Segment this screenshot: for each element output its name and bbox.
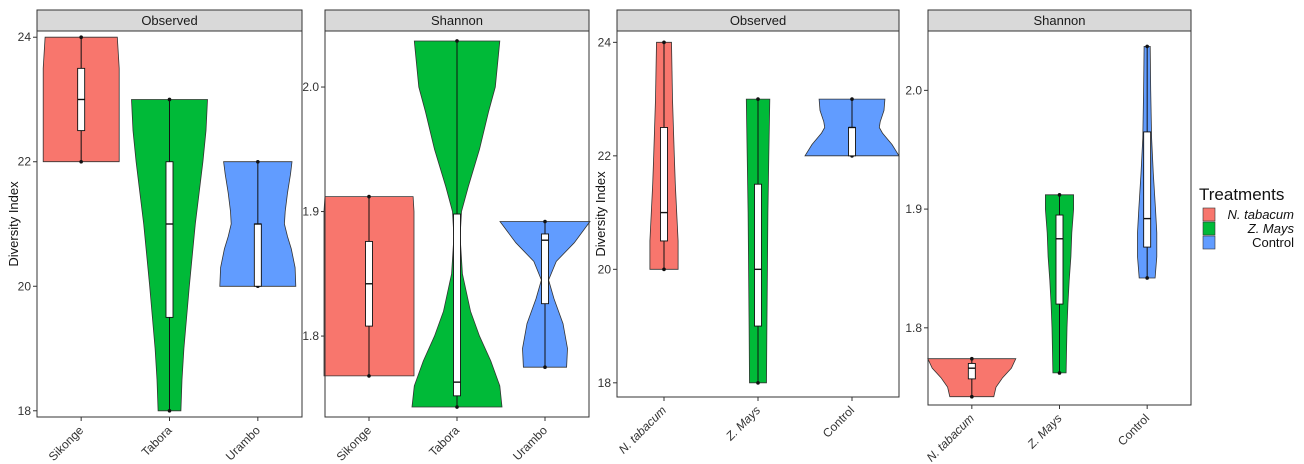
x-tick-label: Sikonge	[334, 423, 375, 464]
y-tick-label: 1.9	[302, 205, 319, 219]
x-tick-label: Tabora	[139, 423, 175, 459]
y-axis-title: Diversity Index	[593, 171, 608, 257]
box	[660, 127, 668, 242]
y-tick-label: 20	[598, 262, 612, 276]
panel-border	[927, 30, 1192, 406]
strip-label: Shannon	[1033, 13, 1085, 28]
y-tick-label: 22	[598, 149, 612, 163]
panel-4: Shannon 1.8 1.9 2.0 N. tabacum Z. Mays Control	[905, 9, 1192, 464]
legend-key	[1202, 207, 1216, 222]
panel-3: Observed 18 20 22 24 Diversity Index N. tabacu…	[593, 9, 900, 457]
y-tick-label: 24	[18, 30, 32, 44]
y-tick-label: 1.9	[905, 202, 922, 216]
y-tick-label: 24	[598, 35, 612, 49]
x-tick-label: Urambo	[510, 423, 550, 463]
x-tick-label: Urambo	[223, 423, 263, 463]
max-point	[543, 219, 547, 224]
x-tick-label: Z. Mays	[1024, 411, 1065, 452]
min-point	[455, 405, 459, 409]
box	[754, 183, 762, 327]
panel-1: Observed 18 20 22 24 Diversity Index Sikonge Ta…	[6, 9, 303, 464]
x-tick-label: Tabora	[426, 423, 462, 459]
max-point	[662, 40, 666, 45]
box	[967, 362, 976, 380]
y-tick-label: 2.0	[905, 83, 922, 97]
min-point	[1057, 371, 1062, 375]
x-tick-label: Control	[820, 403, 857, 440]
min-point	[756, 381, 760, 385]
max-point	[455, 39, 459, 43]
legend-key	[1202, 235, 1216, 250]
y-tick-label: 20	[18, 279, 32, 293]
strip-label: Observed	[141, 13, 197, 28]
legend-label: N. tabacum	[1228, 207, 1295, 222]
strip-label: Shannon	[431, 13, 483, 28]
y-tick-label: 2.0	[302, 80, 319, 94]
legend-title: Treatments	[1199, 185, 1284, 204]
max-point	[367, 194, 371, 199]
x-tick-label: Control	[1115, 411, 1152, 448]
panel-border	[616, 30, 900, 398]
x-tick-label: Z. Mays	[722, 403, 763, 444]
panel-2: Shannon 1.8 1.9 2.0 Sikonge Tabora Urambo	[302, 9, 591, 464]
max-point	[970, 356, 974, 361]
y-tick-label: 1.8	[905, 321, 922, 335]
max-point	[850, 97, 854, 101]
panel-border	[36, 30, 303, 418]
max-point	[167, 97, 172, 102]
min-point	[167, 408, 172, 413]
max-point	[756, 97, 760, 101]
y-axis-title: Diversity Index	[6, 181, 21, 267]
min-point	[1145, 276, 1149, 280]
box	[1055, 214, 1064, 305]
x-tick-label: N. tabacum	[924, 411, 977, 464]
y-tick-label: 18	[598, 376, 612, 390]
max-point	[1057, 193, 1062, 197]
min-point	[79, 159, 83, 164]
box	[541, 233, 549, 305]
max-point	[1145, 44, 1149, 49]
panels-group: Observed 18 20 22 24 Diversity Index Sikonge Ta…	[6, 9, 1192, 464]
min-point	[662, 267, 666, 272]
legend-label: Control	[1252, 235, 1294, 250]
box	[165, 161, 174, 318]
box	[848, 127, 856, 157]
panel-border	[324, 30, 590, 418]
y-tick-label: 18	[18, 404, 32, 418]
legend-key	[1202, 221, 1216, 236]
x-tick-label: N. tabacum	[616, 403, 669, 456]
min-point	[543, 365, 547, 369]
x-tick-label: Sikonge	[46, 423, 87, 464]
box	[1143, 131, 1152, 248]
max-point	[79, 35, 83, 40]
min-point	[367, 374, 371, 378]
box	[453, 213, 461, 397]
box	[253, 223, 262, 287]
legend-label: Z. Mays	[1247, 221, 1295, 236]
min-point	[970, 394, 974, 399]
y-tick-label: 22	[18, 155, 32, 169]
max-point	[256, 159, 260, 164]
strip-label: Observed	[730, 13, 786, 28]
y-tick-label: 1.8	[302, 329, 319, 343]
